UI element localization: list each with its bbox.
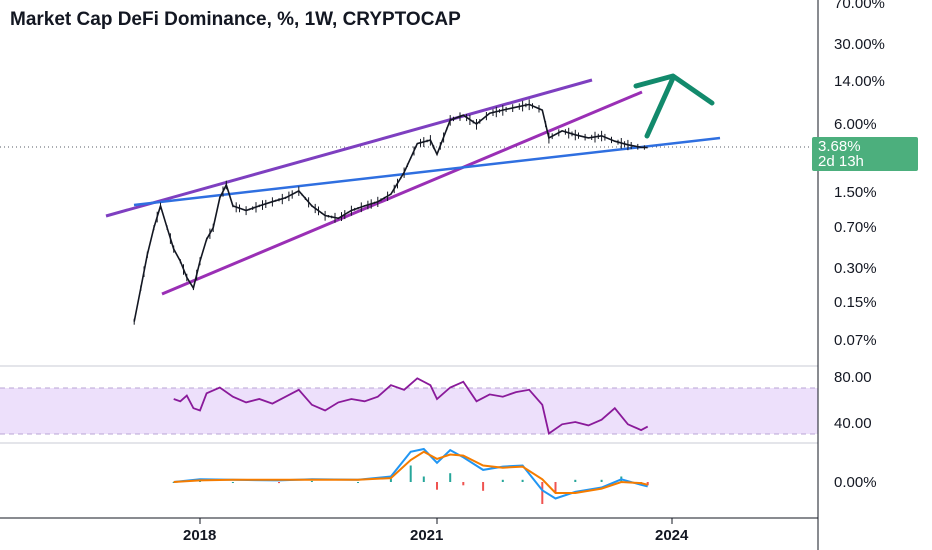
rsi-tick-40: 40.00	[834, 415, 872, 432]
price-series	[133, 99, 648, 325]
up-arrow-icon[interactable]	[633, 73, 715, 139]
macd-histogram-bar	[172, 482, 175, 483]
price-tick-0-15: 0.15%	[834, 294, 877, 311]
macd-signal-line	[173, 450, 648, 494]
x-tick-2021: 2021	[410, 527, 443, 544]
rsi-line	[173, 377, 649, 436]
channel-lower-trendline[interactable]	[161, 90, 643, 296]
arrow-shaft	[644, 75, 676, 139]
price-badge-box	[812, 137, 918, 171]
rsi-series	[173, 377, 649, 436]
price-badge-value: 3.68%	[818, 138, 861, 155]
macd-histogram-bar	[646, 482, 649, 486]
macd-histogram-bar	[449, 473, 452, 482]
macd-histogram-bar	[231, 482, 234, 483]
arrow-head	[633, 73, 715, 106]
macd-histogram-bar	[436, 482, 438, 490]
macd-histogram-bar	[462, 482, 465, 486]
macd-histogram-bar	[422, 476, 425, 482]
price-tick-0-07: 0.07%	[834, 332, 877, 349]
price-tick-0-3: 0.30%	[834, 260, 877, 277]
macd-series	[172, 447, 649, 504]
price-axis[interactable]: 70.00% 30.00% 14.00% 6.00% 1.50% 0.70% 0…	[834, 0, 885, 349]
x-tick-2018: 2018	[183, 527, 216, 544]
price-tick-14: 14.00%	[834, 73, 885, 90]
macd-tick-0: 0.00%	[834, 474, 877, 491]
macd-histogram-bar	[574, 479, 577, 482]
macd-histogram-bar	[501, 479, 504, 482]
price-tick-1-5: 1.50%	[834, 184, 877, 201]
macd-histogram-bar	[278, 482, 280, 484]
price-tick-30: 30.00%	[834, 36, 885, 53]
macd-histogram-bar	[310, 480, 313, 482]
macd-histogram-bar	[357, 482, 359, 483]
macd-histogram-bar	[600, 479, 603, 482]
price-badge: 3.68% 2d 13h	[812, 137, 918, 171]
channel-upper-trendline[interactable]	[105, 78, 593, 218]
price-tick-6: 6.00%	[834, 116, 877, 133]
support-trendline[interactable]	[133, 136, 721, 207]
x-tick-2024: 2024	[655, 527, 689, 544]
price-tick-70: 70.00%	[834, 0, 885, 12]
rsi-tick-80: 80.00	[834, 369, 872, 386]
chart-title: Market Cap DeFi Dominance, %, 1W, CRYPTO…	[10, 9, 461, 30]
macd-histogram-bar	[389, 478, 392, 482]
price-tick-0-7: 0.70%	[834, 219, 877, 236]
macd-histogram-bar	[409, 465, 412, 482]
macd-histogram-bar	[521, 479, 524, 482]
macd-histogram-bar	[554, 482, 557, 493]
rsi-band	[0, 388, 818, 434]
price-badge-countdown: 2d 13h	[818, 153, 864, 170]
macd-histogram-bar	[482, 482, 485, 491]
macd-histogram-bar	[541, 482, 544, 504]
